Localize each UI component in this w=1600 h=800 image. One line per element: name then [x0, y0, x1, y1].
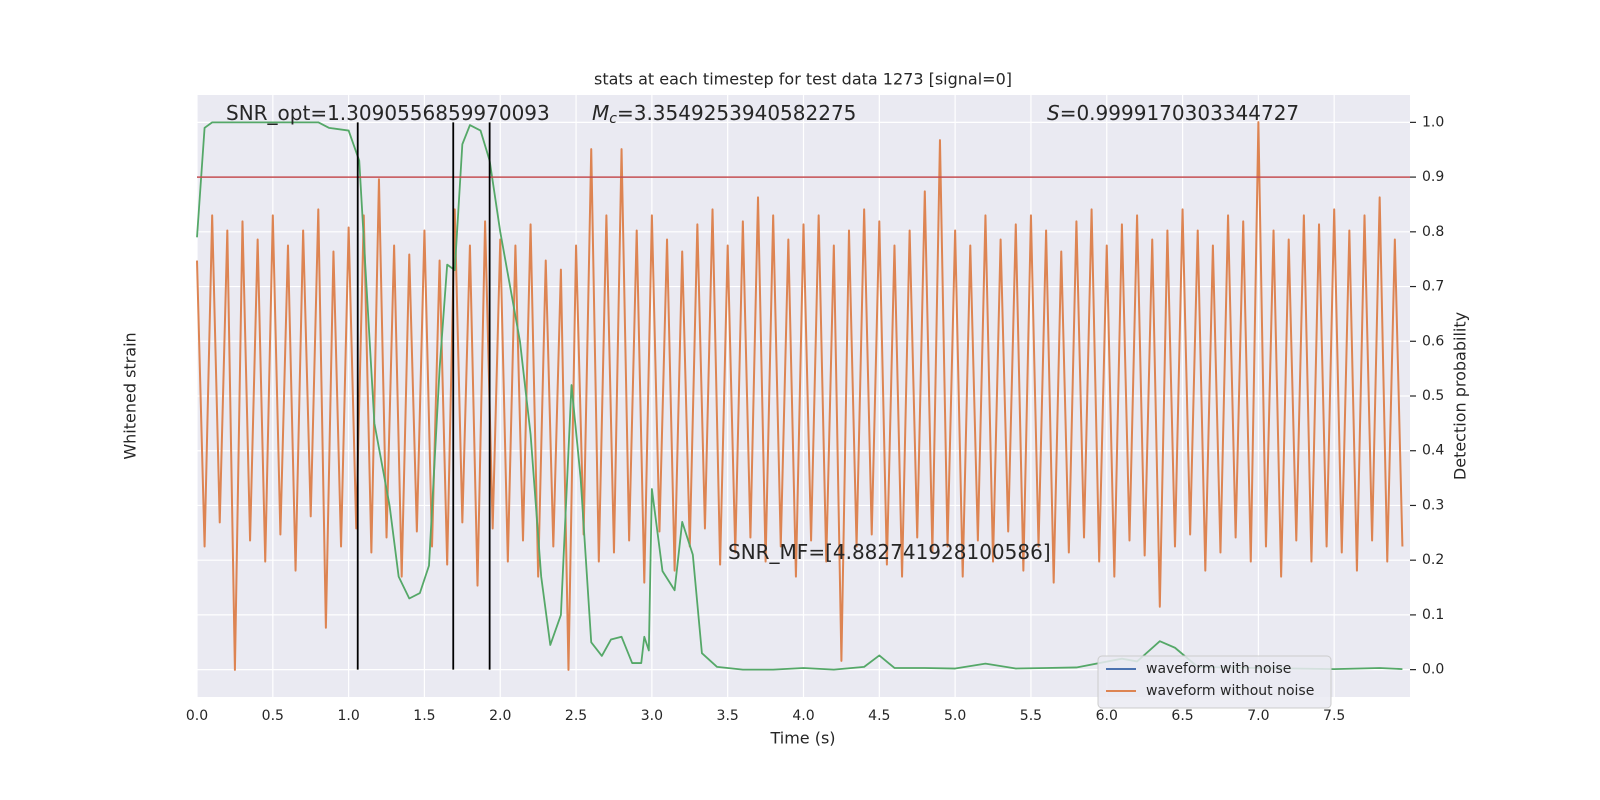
annotation: SNR_opt=1.3090556859970093: [226, 101, 550, 125]
x-tick-label: 7.0: [1247, 708, 1269, 724]
x-tick-label: 3.0: [641, 708, 663, 724]
y2-tick-label: 0.5: [1422, 388, 1444, 404]
y2-tick-label: 0.0: [1422, 662, 1444, 678]
y2-tick-label: 0.9: [1422, 169, 1444, 185]
y2-tick-label: 0.3: [1422, 497, 1444, 513]
annotation-symbol: M: [592, 101, 609, 125]
y2-tick-label: 1.0: [1422, 114, 1444, 130]
x-tick-label: 5.0: [944, 708, 966, 724]
x-tick-label: 2.5: [565, 708, 587, 724]
y2-tick-label: 0.2: [1422, 552, 1444, 568]
y2-tick-label: 0.1: [1422, 607, 1444, 623]
y2-axis-label: Detection probability: [1451, 312, 1470, 480]
annotation: Mc=3.3549253940582275: [592, 101, 856, 128]
y2-tick-label: 0.7: [1422, 279, 1444, 295]
waveform-line: [196, 121, 1404, 671]
x-tick-label: 5.5: [1020, 708, 1042, 724]
annotation: S=0.9999170303344727: [1047, 101, 1299, 125]
x-tick-label: 0.5: [262, 708, 284, 724]
legend-label: waveform with noise: [1146, 661, 1291, 677]
x-tick-label: 1.5: [413, 708, 435, 724]
annotation-subscript: c: [609, 111, 617, 127]
x-tick-label: 6.0: [1096, 708, 1118, 724]
chart-title: stats at each timestep for test data 127…: [594, 70, 1012, 89]
x-tick-label: 3.5: [717, 708, 739, 724]
legend-box: [1097, 655, 1332, 709]
y2-tick-label: 0.4: [1422, 443, 1444, 459]
x-tick-label: 0.0: [186, 708, 208, 724]
annotation-symbol: S: [1047, 101, 1060, 125]
x-tick-label: 1.0: [337, 708, 359, 724]
annotation-text: SNR_MF=[4.882741928100586]: [728, 540, 1051, 564]
y2-tick-label: 0.8: [1422, 224, 1444, 240]
y-axis-label: Whitened strain: [121, 332, 140, 459]
annotation-text: SNR_opt=1.3090556859970093: [226, 101, 550, 125]
x-tick-label: 4.5: [868, 708, 890, 724]
annotation: SNR_MF=[4.882741928100586]: [728, 540, 1051, 564]
x-tick-label: 2.0: [489, 708, 511, 724]
legend-label: waveform without noise: [1146, 683, 1314, 699]
y2-tick-label: 0.6: [1422, 333, 1444, 349]
annotation-text: =3.3549253940582275: [617, 101, 856, 125]
x-axis-label: Time (s): [769, 729, 835, 748]
x-tick-label: 4.0: [792, 708, 814, 724]
x-tick-label: 6.5: [1171, 708, 1193, 724]
probability-line: [196, 121, 1403, 671]
x-tick-label: 7.5: [1323, 708, 1345, 724]
annotation-text: =0.9999170303344727: [1060, 101, 1299, 125]
